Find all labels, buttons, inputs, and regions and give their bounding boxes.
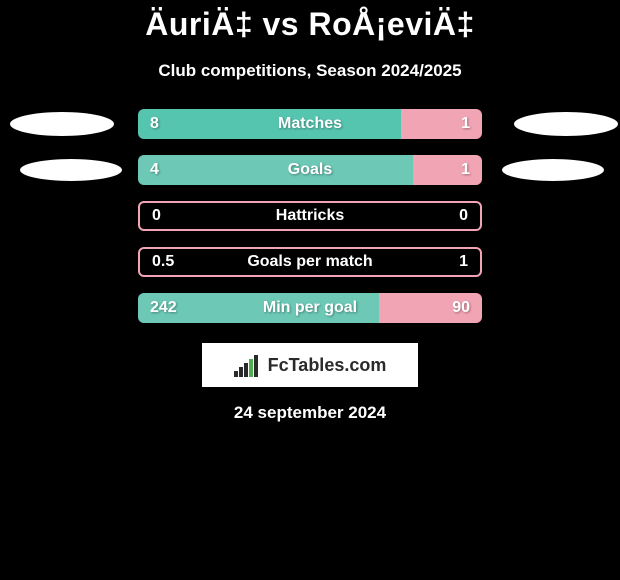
bar-left-fill xyxy=(138,293,379,323)
bar-left-fill xyxy=(138,155,413,185)
bar-left-value: 0.5 xyxy=(152,253,174,271)
bar-right-value: 0 xyxy=(459,207,468,225)
bar-right-fill xyxy=(413,155,482,185)
bar-track: Goals per match 0.5 1 xyxy=(138,247,482,277)
bar-right-fill xyxy=(379,293,482,323)
fctables-text: FcTables.com xyxy=(268,355,387,376)
stat-row-matches: Matches81 xyxy=(0,109,620,139)
bar-track: Matches81 xyxy=(138,109,482,139)
bar-track: Goals41 xyxy=(138,155,482,185)
fctables-badge[interactable]: FcTables.com xyxy=(202,343,418,387)
left-ellipse xyxy=(10,112,114,136)
page-title: ÄuriÄ‡ vs RoÅ¡eviÄ‡ xyxy=(0,6,620,43)
bars-section: Matches81 Goals41 Hattricks 0 0 Goals per mat… xyxy=(0,109,620,323)
bar-track: Hattricks 0 0 xyxy=(138,201,482,231)
fctables-inner: FcTables.com xyxy=(234,353,387,377)
stat-row-hattricks: Hattricks 0 0 xyxy=(0,201,620,231)
fctables-bars-icon xyxy=(234,353,264,377)
left-ellipse xyxy=(20,159,122,181)
stat-row-goals: Goals41 xyxy=(0,155,620,185)
right-ellipse xyxy=(514,112,618,136)
bar-label: Goals per match xyxy=(247,253,372,271)
bar-right-value: 1 xyxy=(459,253,468,271)
right-ellipse xyxy=(502,159,604,181)
comparison-card: ÄuriÄ‡ vs RoÅ¡eviÄ‡ Club competitions, S… xyxy=(0,6,620,423)
subtitle: Club competitions, Season 2024/2025 xyxy=(0,61,620,81)
stat-row-min-per-goal: Min per goal24290 xyxy=(0,293,620,323)
bar-right-fill xyxy=(401,109,482,139)
stat-row-goals-per-match: Goals per match 0.5 1 xyxy=(0,247,620,277)
bar-label: Hattricks xyxy=(276,207,344,225)
bar-left-fill xyxy=(138,109,401,139)
bar-track: Min per goal24290 xyxy=(138,293,482,323)
bar-left-value: 0 xyxy=(152,207,161,225)
date-line: 24 september 2024 xyxy=(0,403,620,423)
